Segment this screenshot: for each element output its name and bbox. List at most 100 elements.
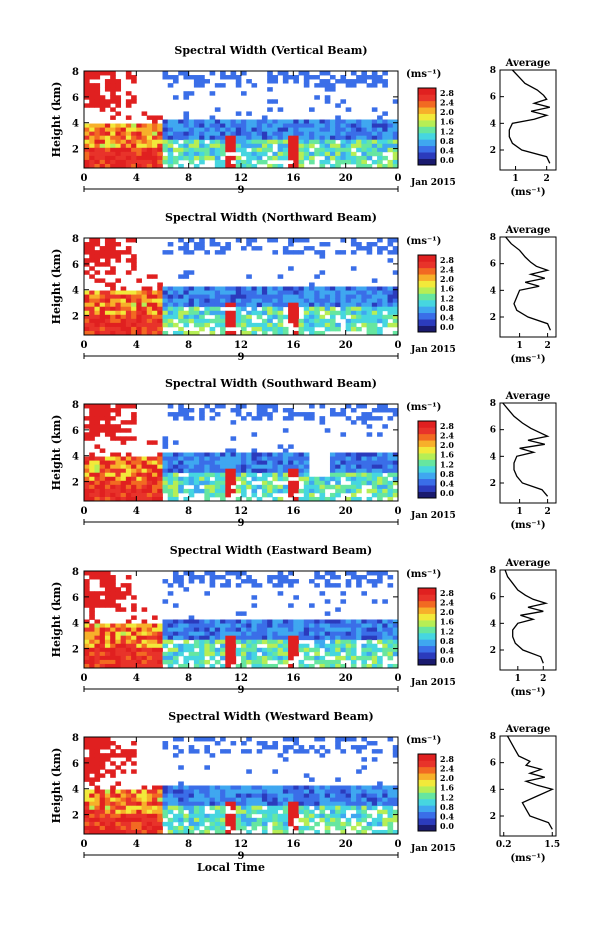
heatmap-cell (309, 298, 315, 304)
heatmap-cell (345, 631, 352, 637)
heatmap-cell (251, 468, 258, 474)
heatmap-cell (136, 330, 142, 336)
heatmap-cell (382, 127, 388, 133)
heatmap-cell (220, 809, 226, 815)
heatmap-cell (230, 131, 237, 137)
heatmap-cell (146, 805, 153, 811)
heatmap-cell (131, 326, 137, 332)
heatmap-cell (288, 147, 294, 153)
heatmap-cell (272, 139, 279, 145)
heatmap-cell (230, 793, 237, 799)
heatmap-cell (94, 123, 101, 128)
heatmap-cell (94, 595, 101, 600)
heatmap-cell (288, 603, 294, 608)
heatmap-cell (356, 749, 362, 754)
heatmap-cell (104, 603, 111, 608)
heatmap-cell (94, 801, 101, 807)
heatmap-cell (241, 655, 247, 661)
heatmap-cell (251, 639, 258, 645)
heatmap-cell (141, 143, 148, 149)
heatmap-cell (377, 127, 383, 133)
heatmap-cell (99, 579, 106, 584)
heatmap-cell (241, 659, 247, 665)
heatmap-cell (319, 476, 326, 482)
heatmap-cell (387, 242, 394, 247)
heatmap-cell (152, 655, 158, 661)
heatmap-cell (110, 468, 116, 474)
heatmap-cell (282, 627, 289, 633)
heatmap-cell (309, 496, 315, 502)
heatmap-cell (272, 326, 279, 332)
heatmap-cell (162, 484, 169, 490)
heatmap-cell (319, 119, 326, 124)
heatmap-cell (125, 829, 132, 835)
heatmap-cell (84, 147, 90, 153)
heatmap-cell (125, 322, 132, 328)
heatmap-cell (382, 306, 388, 312)
heatmap-cell (131, 805, 137, 811)
heatmap-cell (146, 655, 153, 661)
heatmap-cell (157, 159, 163, 165)
heatmap-cell (392, 119, 399, 124)
heatmap-cell (220, 805, 226, 811)
heatmap-cell (214, 829, 221, 835)
x-tick-label: 4 (133, 340, 140, 351)
heatmap-cell (214, 310, 221, 316)
heatmap-cell (309, 825, 315, 831)
heatmap-cell (99, 643, 106, 649)
heatmap-cell (356, 318, 362, 324)
heatmap-cell (141, 607, 148, 612)
heatmap-cell (246, 302, 252, 308)
heatmap-cell (162, 250, 169, 255)
heatmap-cell (193, 785, 200, 790)
colorbar-tick-label: 2.4 (440, 597, 454, 607)
heatmap-cell (319, 83, 326, 88)
heatmap-cell (277, 119, 284, 124)
heatmap-cell (204, 131, 210, 137)
heatmap-cell (235, 663, 242, 669)
heatmap-cell (120, 151, 127, 157)
heatmap-cell (214, 147, 221, 153)
heatmap-cell (251, 821, 258, 827)
heatmap-cell (193, 789, 200, 794)
heatmap-cell (251, 290, 258, 295)
heatmap-cell (125, 643, 132, 649)
heatmap-cell (172, 75, 179, 80)
heatmap-cell (335, 647, 341, 653)
heatmap-cell (178, 484, 184, 490)
heatmap-cell (366, 635, 373, 641)
heatmap-cell (319, 151, 326, 157)
heatmap-cell (387, 119, 394, 124)
heatmap-cell (256, 635, 263, 641)
heatmap-cell (115, 781, 122, 786)
heatmap-cell (324, 480, 331, 486)
heatmap-cell (288, 797, 294, 803)
heatmap-cell (288, 639, 294, 645)
heatmap-cell (89, 306, 95, 312)
heatmap-cell (84, 639, 90, 645)
heatmap-cell (84, 472, 90, 478)
heatmap-cell (366, 655, 373, 661)
heatmap-cell (261, 318, 268, 324)
heatmap-cell (209, 139, 216, 145)
heatmap-cell (220, 310, 226, 316)
heatmap-cell (377, 151, 383, 157)
heatmap-cell (366, 412, 373, 417)
heatmap-cell (361, 79, 367, 84)
heatmap-cell (329, 472, 336, 478)
colorbar-segment (418, 824, 436, 832)
heatmap-cell (214, 813, 221, 819)
heatmap-cell (387, 294, 394, 300)
heatmap-cell (335, 805, 341, 811)
heatmap-cell (303, 643, 310, 649)
heatmap-cell (261, 147, 268, 153)
heatmap-cell (340, 159, 347, 165)
heatmap-cell (84, 659, 90, 665)
heatmap-cell (89, 651, 95, 657)
heatmap-cell (261, 631, 268, 637)
heatmap-cell (230, 163, 237, 169)
heatmap-cell (157, 801, 163, 807)
heatmap-cell (110, 147, 116, 153)
heatmap-cell (89, 274, 95, 279)
heatmap-cell (104, 131, 111, 137)
